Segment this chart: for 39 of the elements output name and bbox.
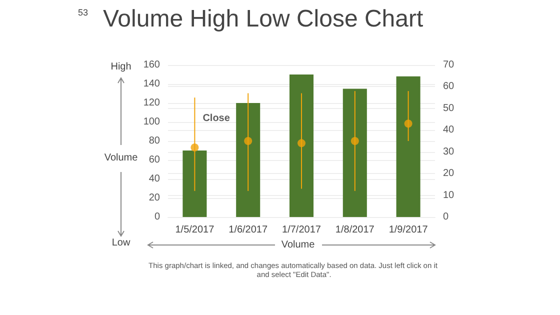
x-axis-title: Volume [281, 240, 316, 250]
y-tick-label: 160 [143, 60, 160, 70]
y2-tick-label: 30 [443, 146, 455, 158]
text: 53 [78, 8, 88, 18]
x-tick-label: 1/7/2017 [282, 224, 322, 236]
x-tick-label: 1/5/2017 [175, 224, 215, 236]
bar [396, 76, 420, 217]
bar [182, 150, 207, 217]
text: Close [202, 113, 230, 124]
point [244, 137, 252, 145]
y-tick-label: 60 [148, 154, 160, 166]
y2-tick-label: 40 [443, 124, 455, 136]
y2-tick-label: 20 [443, 168, 455, 180]
y-tick-label: 0 [154, 212, 160, 222]
y-axis-title: Volume [104, 152, 138, 164]
chart-title: Volume High Low Close Chart [103, 6, 424, 32]
text: Low [112, 238, 131, 248]
bar [289, 74, 314, 217]
y2-tick-label: 50 [443, 102, 455, 114]
y-tick-label: 100 [143, 116, 160, 128]
y2-tick-label: 70 [443, 60, 455, 70]
point [350, 137, 359, 145]
text: High [110, 62, 132, 72]
x-tick-label: 1/8/2017 [335, 224, 375, 236]
point [190, 144, 199, 152]
y2-tick-label: 10 [443, 190, 455, 201]
x-tick-label: 1/9/2017 [388, 224, 428, 236]
y2-tick-label: 0 [443, 212, 449, 222]
point [404, 120, 412, 128]
y-tick-label: 140 [143, 78, 160, 90]
x-tick-label: 1/6/2017 [228, 224, 268, 236]
bar [236, 103, 260, 217]
point [298, 139, 306, 148]
y-tick-label: 20 [148, 192, 160, 204]
y2-tick-label: 60 [443, 81, 455, 92]
y-tick-label: 80 [148, 136, 160, 146]
bar [342, 88, 367, 217]
y-tick-label: 120 [143, 98, 160, 108]
y-tick-label: 40 [148, 174, 160, 184]
